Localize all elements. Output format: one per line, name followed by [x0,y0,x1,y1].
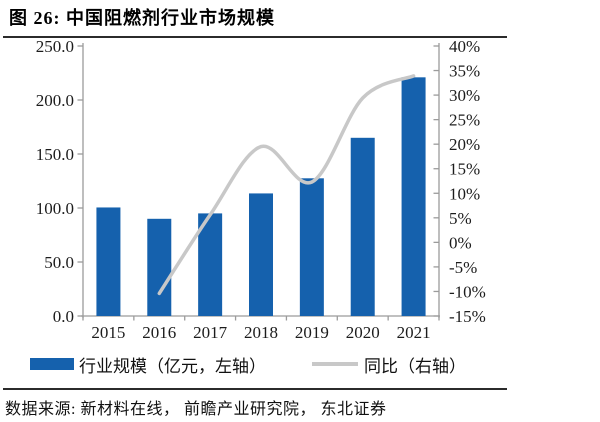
x-axis-category-label: 2021 [397,323,431,342]
bar-2016 [147,218,172,316]
left-axis-tick-label: 250.0 [36,37,74,56]
legend-item-line-series: 同比（右轴） [312,352,466,377]
left-axis-tick-label: 0.0 [53,307,74,326]
right-axis-tick-label: -15% [449,307,486,326]
chart-area: 0.0 50.0 100.0 150.0 200.0 250.0 -15% -10% -5% 0%… [0,36,600,350]
x-axis-category-label: 2017 [193,323,228,342]
right-axis-tick-label: 15% [449,160,480,179]
legend-item-bar-series: 行业规模（亿元，左轴） [30,352,266,377]
right-axis-tick-label: 20% [449,135,480,154]
x-axis-category-label: 2020 [346,323,380,342]
x-axis-category-label: 2015 [91,323,125,342]
right-axis-tick-label: 10% [449,184,480,203]
left-axis-tick-label: 100.0 [36,199,74,218]
bar-series-swatch-icon [30,358,74,370]
line-series-swatch-icon [312,362,358,366]
right-axis-tick-label: 30% [449,86,480,105]
left-axis-tick-label: 50.0 [44,253,74,272]
figure-title-block: 图 26: 中国阻燃剂行业市场规模 [3,0,507,38]
right-axis-tick-label: 35% [449,62,480,81]
bar-2021 [401,77,426,316]
right-axis-tick-label: -5% [449,258,477,277]
legend-label-line-series: 同比（右轴） [364,356,466,376]
bar-2015 [96,207,121,316]
right-axis-tick-label: 25% [449,111,480,130]
right-axis-tick-label: 0% [449,233,472,252]
x-axis-category-label: 2018 [244,323,278,342]
right-axis-tick-label: -10% [449,282,486,301]
x-axis-category-label: 2016 [142,323,176,342]
x-axis-category-label: 2019 [295,323,329,342]
legend-label-bar-series: 行业规模（亿元，左轴） [79,356,266,376]
left-axis-tick-label: 200.0 [36,91,74,110]
figure-title: 图 26: 中国阻燃剂行业市场规模 [9,8,275,28]
chart-legend: 行业规模（亿元，左轴） 同比（右轴） [30,352,590,377]
dual-axis-chart: 0.0 50.0 100.0 150.0 200.0 250.0 -15% -10% -5% 0%… [36,37,486,342]
source-note-block: 数据来源: 新材料在线， 前瞻产业研究院， 东北证券 [3,388,507,419]
bar-2017 [198,213,223,316]
right-axis-tick-label: 40% [449,37,480,56]
bar-2018 [249,193,273,316]
left-axis-tick-label: 150.0 [36,145,74,164]
right-axis-tick-label: 5% [449,209,472,228]
bar-2019 [299,178,324,316]
bar-2020 [350,137,375,316]
source-note: 数据来源: 新材料在线， 前瞻产业研究院， 东北证券 [5,401,387,418]
yoy-line [157,74,416,296]
